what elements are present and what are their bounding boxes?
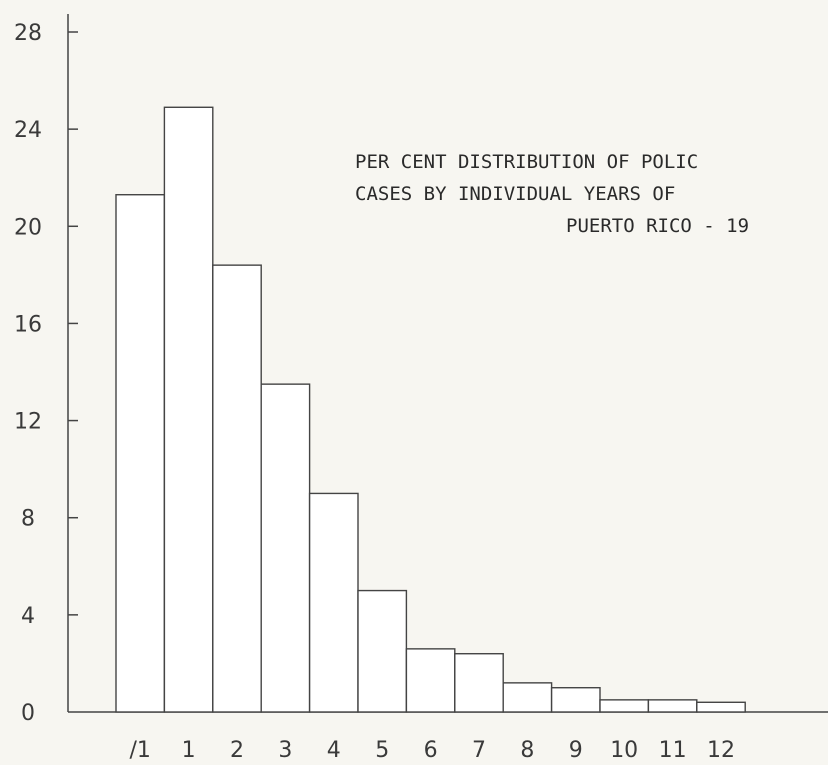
y-tick-label: 24 <box>14 118 42 143</box>
y-tick-label: 16 <box>14 312 42 337</box>
y-tick-label: 28 <box>14 21 42 46</box>
title-line-3: PUERTO RICO - 19 <box>566 215 749 237</box>
bar <box>260 383 311 713</box>
bar <box>357 589 408 713</box>
y-tick-label: 0 <box>21 701 35 726</box>
bars <box>115 106 746 713</box>
x-tick-label: 3 <box>278 738 292 763</box>
y-tick-label: 20 <box>14 215 42 240</box>
bar <box>550 687 601 713</box>
bar <box>696 701 746 713</box>
x-tick-label: 9 <box>569 738 583 763</box>
x-tick-label: 1 <box>182 738 196 763</box>
bar <box>115 194 166 713</box>
y-ticks: 0 4 8 12 16 20 24 28 <box>14 21 78 726</box>
y-tick-label: 4 <box>21 604 35 629</box>
x-tick-label: 8 <box>520 738 534 763</box>
x-tick-label: 6 <box>424 738 438 763</box>
bar <box>454 653 504 713</box>
x-tick-label: 12 <box>707 738 735 763</box>
bar <box>647 699 698 713</box>
x-tick-label: 11 <box>659 738 687 763</box>
y-tick-label: 8 <box>21 507 35 532</box>
title-line-2: CASES BY INDIVIDUAL YEARS OF <box>355 183 675 205</box>
x-tick-label: 7 <box>472 738 486 763</box>
x-tick-label: 5 <box>375 738 389 763</box>
x-tick-label: 4 <box>327 738 341 763</box>
bar <box>163 106 214 713</box>
bar <box>405 648 456 713</box>
bar <box>308 492 359 713</box>
x-ticks: /1 1 2 3 4 5 6 7 8 9 10 11 12 <box>129 738 735 763</box>
x-tick-label: /1 <box>129 738 150 763</box>
y-tick-label: 12 <box>14 410 42 435</box>
bar <box>502 682 553 713</box>
bar <box>212 264 262 713</box>
x-tick-label: 2 <box>230 738 244 763</box>
x-tick-label: 10 <box>610 738 638 763</box>
chart-title: PER CENT DISTRIBUTION OF POLIC CASES BY … <box>355 151 749 237</box>
bar <box>599 699 650 713</box>
title-line-1: PER CENT DISTRIBUTION OF POLIC <box>355 151 698 173</box>
